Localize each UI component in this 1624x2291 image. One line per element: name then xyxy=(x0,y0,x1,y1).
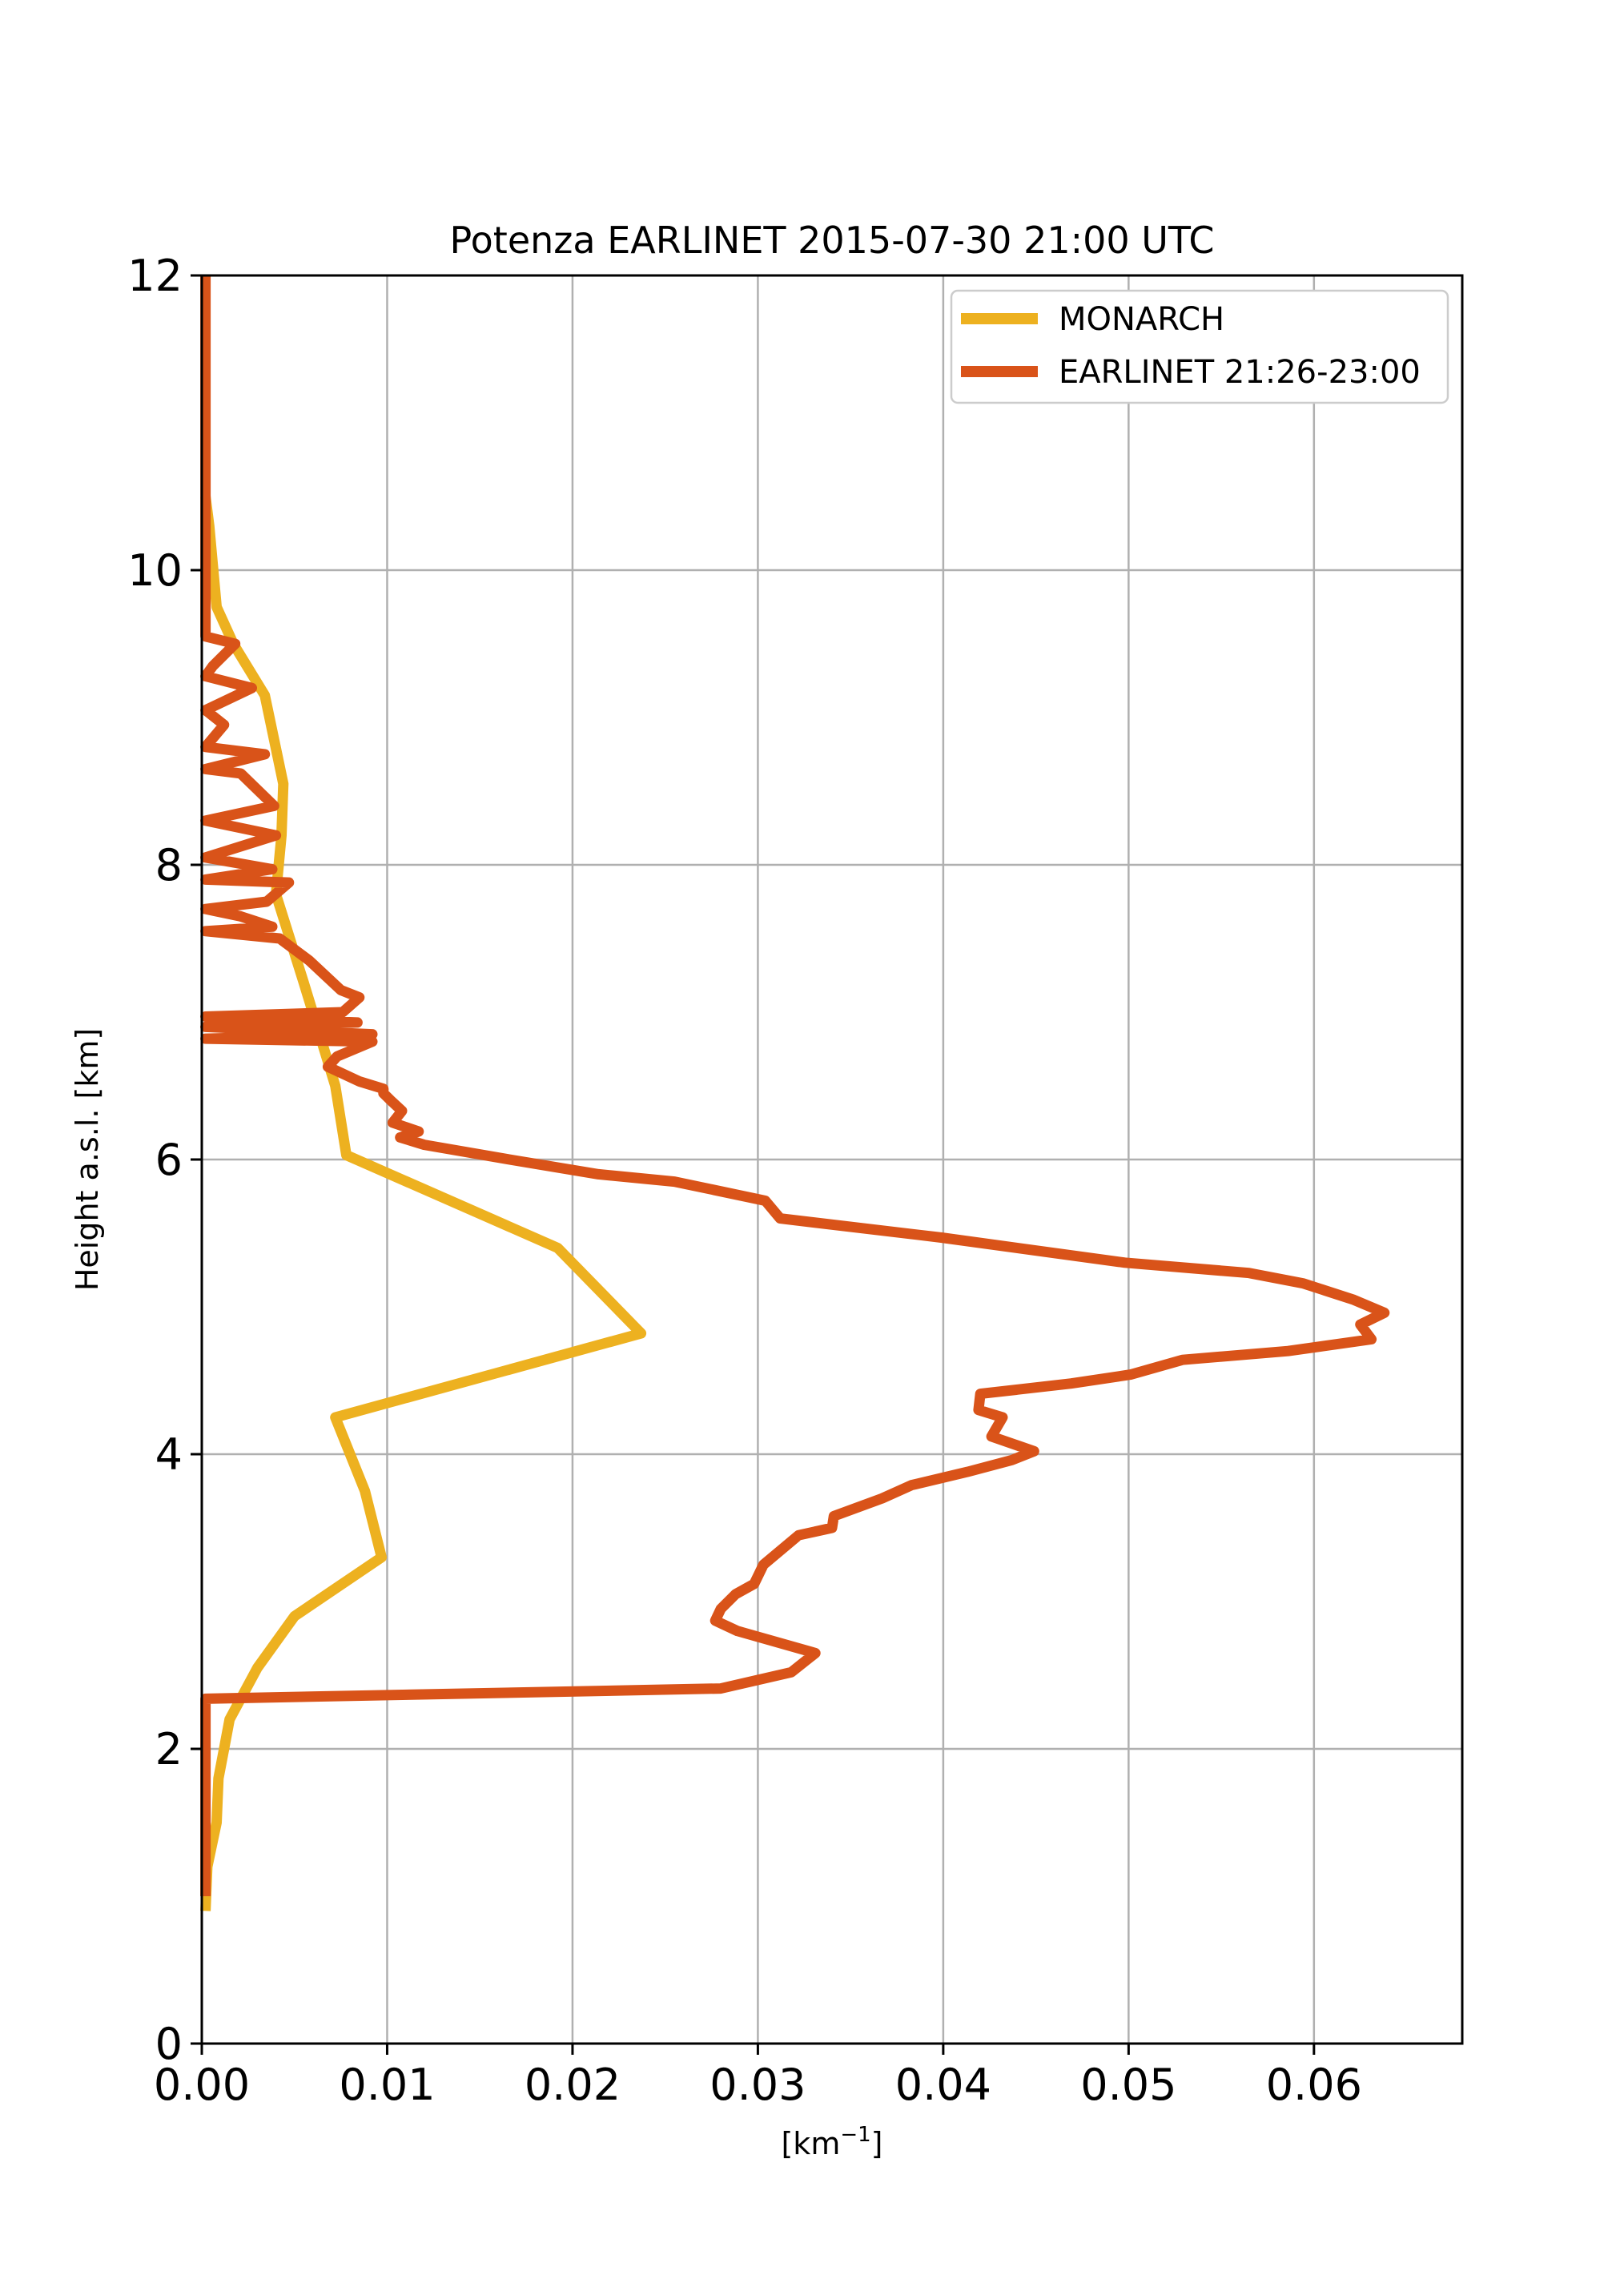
legend: MONARCH EARLINET 21:26-23:00 xyxy=(950,289,1449,404)
legend-label-monarch: MONARCH xyxy=(1059,301,1224,338)
x-axis-label-base: [km xyxy=(781,2126,840,2161)
y-tick-label: 8 xyxy=(155,840,183,890)
grid xyxy=(200,274,1462,2045)
x-tick-label: 0.00 xyxy=(154,2060,250,2110)
series-line-earlinet xyxy=(200,275,1390,1896)
chart-title: Potenza EARLINET 2015-07-30 21:00 UTC xyxy=(450,219,1215,262)
legend-label-earlinet: EARLINET 21:26-23:00 xyxy=(1059,354,1421,391)
x-tick-label: 0.05 xyxy=(1080,2060,1176,2110)
x-axis-label-superscript: −1 xyxy=(840,2123,870,2147)
x-tick-label: 0.01 xyxy=(339,2060,435,2110)
legend-box xyxy=(950,289,1449,404)
y-tick-label: 10 xyxy=(127,545,183,596)
x-tick-label: 0.02 xyxy=(525,2060,621,2110)
y-tick-label: 2 xyxy=(155,1724,183,1775)
y-tick-label: 4 xyxy=(155,1429,183,1480)
x-tick-label: 0.03 xyxy=(709,2060,806,2110)
series-layer xyxy=(200,275,1390,1911)
y-tick-label: 6 xyxy=(155,1135,183,1185)
y-axis-label: Height a.s.l. [km] xyxy=(70,1028,105,1291)
x-axis-label: [km−1] xyxy=(781,2123,882,2161)
ticks: 0.00 0.01 0.02 0.03 0.04 0.05 0.06 0 2 4 6 8 10 12 xyxy=(127,251,1362,2110)
x-axis-label-end: ] xyxy=(871,2126,883,2161)
x-tick-label: 0.06 xyxy=(1266,2060,1362,2110)
y-tick-label: 12 xyxy=(127,251,183,301)
x-tick-label: 0.04 xyxy=(895,2060,991,2110)
series-line-monarch xyxy=(200,496,647,1911)
y-tick-label: 0 xyxy=(155,2019,183,2069)
